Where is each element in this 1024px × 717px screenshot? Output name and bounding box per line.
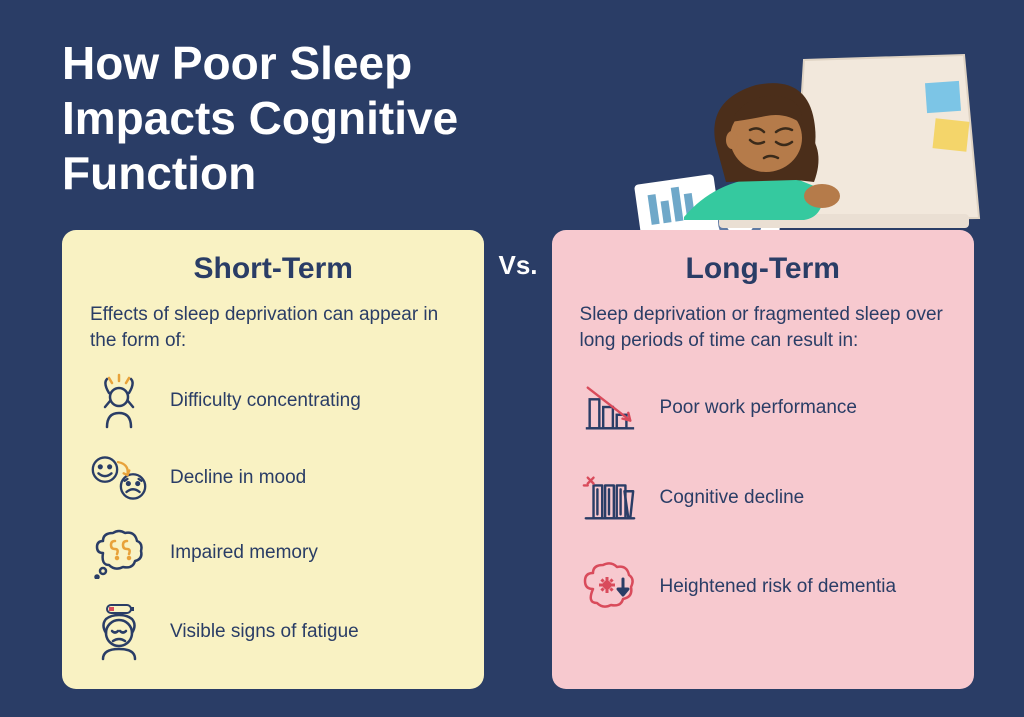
short-term-card: Short-Term Effects of sleep deprivation … — [62, 230, 484, 689]
vs-label: Vs. — [484, 250, 551, 281]
short-term-intro: Effects of sleep deprivation can appear … — [90, 302, 456, 353]
short-term-heading: Short-Term — [90, 252, 456, 286]
concentrating-icon — [90, 373, 148, 429]
list-item-label: Heightened risk of dementia — [660, 575, 897, 600]
page-title: How Poor Sleep Impacts Cognitive Functio… — [62, 36, 542, 202]
cognitive-decline-icon — [580, 471, 638, 525]
list-item: Visible signs of fatigue — [90, 603, 456, 661]
list-item-label: Impaired memory — [170, 541, 318, 566]
list-item-label: Decline in mood — [170, 466, 306, 491]
memory-icon — [90, 527, 148, 579]
long-term-card: Long-Term Sleep deprivation or fragmente… — [552, 230, 974, 689]
list-item: Heightened risk of dementia — [580, 561, 946, 613]
list-item: Difficulty concentrating — [90, 373, 456, 429]
list-item: Impaired memory — [90, 527, 456, 579]
long-term-intro: Sleep deprivation or fragmented sleep ov… — [580, 302, 946, 353]
dementia-risk-icon — [580, 561, 638, 613]
long-term-items: Poor work performance — [580, 381, 946, 613]
list-item-label: Cognitive decline — [660, 486, 805, 511]
cards-container: Short-Term Effects of sleep deprivation … — [62, 230, 974, 689]
list-item: Cognitive decline — [580, 471, 946, 525]
mood-decline-icon — [90, 453, 148, 503]
list-item: Poor work performance — [580, 381, 946, 435]
list-item-label: Poor work performance — [660, 396, 857, 421]
list-item: Decline in mood — [90, 453, 456, 503]
work-performance-icon — [580, 381, 638, 435]
list-item-label: Difficulty concentrating — [170, 389, 361, 414]
short-term-items: Difficulty concentrating — [90, 373, 456, 661]
sleeping-person-illustration — [624, 20, 984, 230]
fatigue-icon — [90, 603, 148, 661]
long-term-heading: Long-Term — [580, 252, 946, 286]
list-item-label: Visible signs of fatigue — [170, 620, 359, 645]
